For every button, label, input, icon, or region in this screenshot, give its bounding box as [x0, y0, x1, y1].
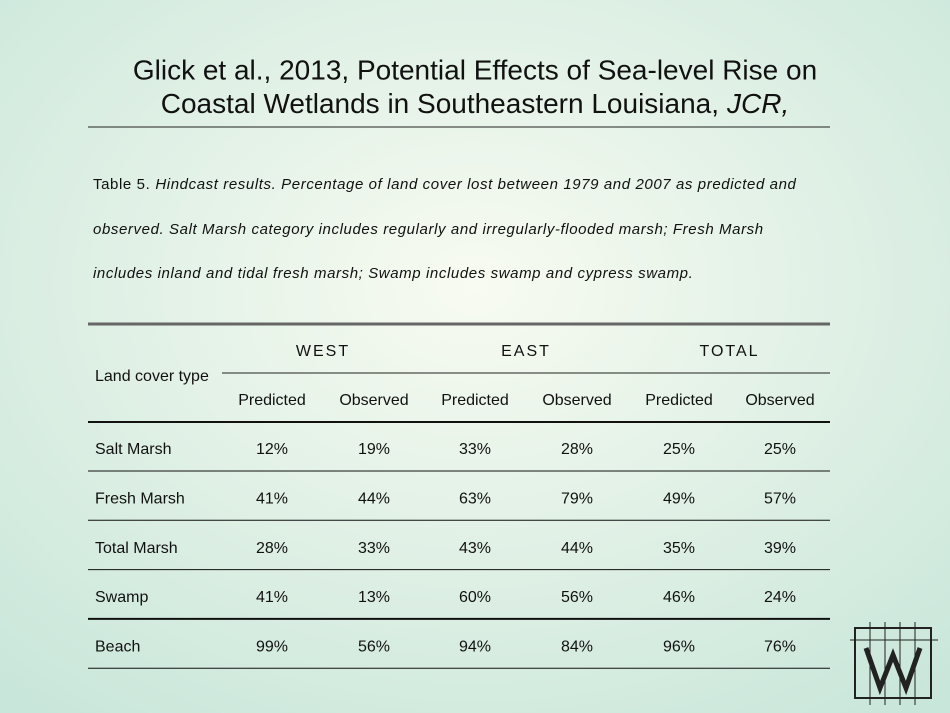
title-line: Glick et al., 2013, Potential Effects of…	[133, 54, 817, 85]
cell-value: 19%	[358, 441, 390, 458]
caption-line: Table 5. Hindcast results. Percentage of …	[93, 176, 797, 193]
cell-value: 25%	[663, 441, 695, 458]
logo	[850, 622, 938, 705]
row-label: Total Marsh	[95, 540, 178, 557]
cell-value: 28%	[561, 441, 593, 458]
cell-value: 99%	[256, 638, 288, 655]
cell-value: 12%	[256, 441, 288, 458]
group-header: TOTAL	[699, 343, 759, 360]
cell-value: 56%	[358, 638, 390, 655]
cell-value: 44%	[358, 491, 390, 508]
cell-value: 28%	[256, 540, 288, 557]
cell-value: 33%	[358, 540, 390, 557]
row-label: Fresh Marsh	[95, 491, 185, 508]
sub-header: Predicted	[441, 392, 509, 409]
caption-label: Table 5.	[93, 176, 150, 193]
cell-value: 49%	[663, 491, 695, 508]
cell-value: 39%	[764, 540, 796, 557]
cell-value: 94%	[459, 638, 491, 655]
cell-value: 56%	[561, 589, 593, 606]
cell-value: 60%	[459, 589, 491, 606]
sub-header: Observed	[339, 392, 408, 409]
sub-header: Predicted	[238, 392, 306, 409]
cell-value: 41%	[256, 491, 288, 508]
cell-value: 44%	[561, 540, 593, 557]
group-header: EAST	[501, 343, 551, 360]
cell-value: 24%	[764, 589, 796, 606]
row-label: Beach	[95, 638, 140, 655]
table: Land cover type WEST EAST TOTAL Predicted Obs…	[88, 322, 830, 669]
cell-value: 33%	[459, 441, 491, 458]
cell-value: 43%	[459, 540, 491, 557]
cell-value: 57%	[764, 491, 796, 508]
cell-value: 13%	[358, 589, 390, 606]
sub-header: Predicted	[645, 392, 713, 409]
cell-value: 76%	[764, 638, 796, 655]
cell-value: 35%	[663, 540, 695, 557]
cell-value: 79%	[561, 491, 593, 508]
cell-value: 25%	[764, 441, 796, 458]
cell-value: 46%	[663, 589, 695, 606]
row-header: Land cover type	[95, 368, 209, 385]
cell-value: 96%	[663, 638, 695, 655]
row-label: Salt Marsh	[95, 441, 171, 458]
group-header: WEST	[296, 343, 350, 360]
row-label: Swamp	[95, 589, 148, 606]
title-journal: JCR,	[726, 88, 789, 119]
cell-value: 84%	[561, 638, 593, 655]
title-line: Coastal Wetlands in Southeastern Louisia…	[161, 88, 790, 119]
title-text: Coastal Wetlands in Southeastern Louisia…	[161, 88, 719, 119]
cell-value: 63%	[459, 491, 491, 508]
cell-value: 41%	[256, 589, 288, 606]
caption-line: includes inland and tidal fresh marsh; S…	[93, 265, 693, 282]
caption-line: observed. Salt Marsh category includes r…	[93, 221, 764, 238]
caption-text: Hindcast results. Percentage of land cov…	[155, 176, 796, 193]
sub-header: Observed	[745, 392, 814, 409]
sub-header: Observed	[542, 392, 611, 409]
